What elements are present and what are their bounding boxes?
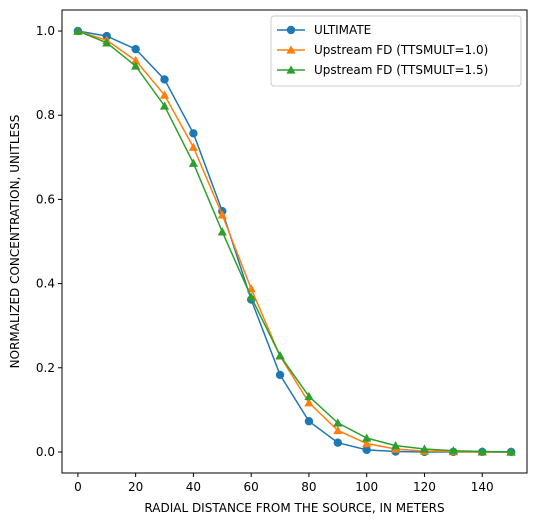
x-tick-label: 80	[301, 480, 316, 494]
data-point	[246, 292, 256, 301]
data-point	[189, 129, 198, 138]
data-point	[275, 350, 285, 360]
data-point	[333, 418, 343, 427]
legend-label: ULTIMATE	[314, 23, 371, 37]
x-tick-label: 0	[74, 480, 82, 494]
x-tick-label: 140	[471, 480, 494, 494]
data-point	[304, 398, 314, 407]
y-tick-label: 1.0	[36, 24, 55, 38]
data-point	[102, 38, 112, 47]
data-point	[362, 438, 372, 448]
legend-label: Upstream FD (TTSMULT=1.5)	[314, 63, 488, 77]
data-point	[390, 441, 401, 450]
y-tick-label: 0.2	[36, 361, 55, 375]
y-tick-label: 0.6	[36, 192, 55, 206]
data-point	[131, 55, 141, 65]
data-point	[131, 61, 141, 70]
series-layer	[73, 26, 516, 457]
data-point	[73, 26, 83, 35]
x-tick-label: 20	[128, 480, 143, 494]
data-point	[188, 142, 199, 151]
data-point	[159, 90, 170, 99]
data-point	[131, 44, 140, 54]
y-tick-label: 0.4	[36, 277, 55, 291]
legend-marker	[286, 65, 296, 74]
x-tick-label: 100	[355, 480, 378, 494]
data-point	[188, 158, 199, 167]
data-point	[333, 438, 343, 447]
x-tick-label: 40	[186, 480, 201, 494]
data-point	[333, 425, 343, 435]
y-axis-label: NORMALIZED CONCENTRATION, UNITLESS	[8, 115, 22, 369]
data-point	[159, 101, 170, 110]
data-point	[217, 227, 227, 236]
x-tick-label: 60	[244, 480, 259, 494]
data-point	[477, 446, 487, 456]
x-axis: 0 20 40 60 80 100 120 140	[74, 473, 494, 494]
series-line	[77, 30, 512, 453]
series-3	[73, 26, 516, 456]
legend-box	[270, 15, 522, 87]
data-point	[448, 446, 458, 455]
data-point	[304, 391, 314, 401]
legend-label: Upstream FD (TTSMULT=1.0)	[314, 43, 488, 57]
data-point	[419, 444, 430, 453]
series-line	[77, 30, 512, 453]
data-point	[217, 210, 227, 219]
legend: ULTIMATE Upstream FD (TTSMULT=1.0) Upstrea…	[270, 15, 522, 87]
legend-marker	[286, 45, 296, 54]
data-point	[275, 370, 285, 380]
x-axis-label: RADIAL DISTANCE FROM THE SOURCE, IN METE…	[144, 501, 444, 515]
y-tick-label: 0.0	[36, 445, 55, 459]
data-point	[304, 417, 314, 426]
y-tick-label: 0.8	[36, 108, 55, 122]
data-point	[160, 75, 169, 84]
data-point	[362, 445, 371, 455]
plot-area	[61, 9, 528, 474]
x-tick-label: 120	[413, 480, 436, 494]
y-axis: 0.0 0.2 0.4 0.6 0.8 1.0	[36, 24, 62, 459]
data-point	[362, 433, 372, 442]
legend-marker	[286, 25, 296, 35]
data-point	[506, 447, 516, 456]
